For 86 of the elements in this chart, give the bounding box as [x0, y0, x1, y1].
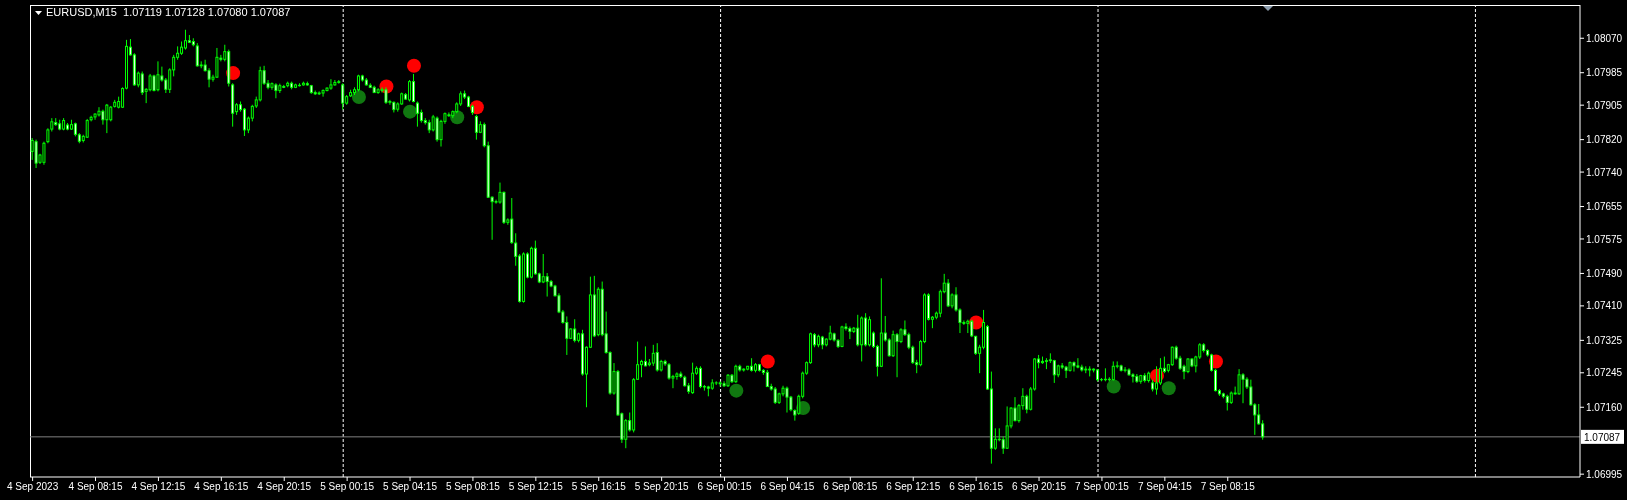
candlestick [946, 278, 950, 308]
candlestick [97, 106, 101, 118]
x-tick-label: 7 Sep 08:15 [1200, 481, 1256, 493]
candlestick [785, 386, 789, 414]
candlestick [274, 82, 278, 99]
y-tick-label: 1.07245 [1586, 367, 1623, 379]
candlestick [848, 326, 852, 340]
candlestick [317, 90, 321, 96]
y-tick-label: 1.07325 [1586, 334, 1623, 346]
candlestick [242, 107, 246, 137]
x-tick-label: 6 Sep 08:15 [823, 481, 878, 493]
candlestick [1111, 360, 1115, 381]
y-tick-label: 1.06995 [1586, 468, 1623, 480]
candlestick [140, 71, 144, 96]
candlestick [156, 60, 160, 92]
x-tick-label: 7 Sep 00:15 [1074, 481, 1130, 493]
point [406, 58, 421, 73]
x-tick-label: 4 Sep 20:15 [257, 481, 312, 493]
candlestick [1005, 405, 1009, 450]
x-tick-label: 6 Sep 16:15 [949, 481, 1004, 493]
candlestick [541, 253, 545, 284]
candlestick [1155, 365, 1159, 396]
x-tick-label: 6 Sep 20:15 [1012, 481, 1067, 493]
candlestick [105, 103, 109, 134]
x-tick-label: 6 Sep 12:15 [886, 481, 941, 493]
x-tick-label: 4 Sep 08:15 [68, 481, 123, 493]
candlestick [412, 73, 415, 103]
x-tick-label: 5 Sep 12:15 [508, 481, 564, 493]
candlestick [183, 29, 187, 51]
y-tick-label: 1.07905 [1586, 99, 1623, 111]
x-tick-label: 5 Sep 00:15 [320, 481, 375, 493]
candlestick [691, 362, 695, 395]
candlestick [895, 332, 899, 378]
x-tick-label: 6 Sep 04:15 [760, 481, 815, 493]
x-tick-label: 4 Sep 2023 [7, 481, 59, 493]
point [403, 104, 418, 119]
point [760, 354, 775, 369]
chart-title: EURUSD,M15 1.07119 1.07128 1.07080 1.07087 [46, 6, 291, 19]
y-tick-label: 1.07985 [1586, 67, 1623, 79]
x-tick-label: 4 Sep 12:15 [131, 481, 186, 493]
y-tick-label: 1.07160 [1586, 401, 1623, 413]
candlestick [1241, 372, 1245, 404]
candlestick [655, 342, 659, 373]
x-tick-label: 6 Sep 00:15 [697, 481, 752, 493]
candlestick [42, 141, 46, 166]
candlestick [856, 314, 860, 347]
candlestick [1064, 365, 1068, 379]
candlestick [329, 78, 333, 91]
candlestick [1170, 345, 1174, 367]
candlestick [643, 345, 647, 367]
y-tick-label: 1.08070 [1586, 32, 1623, 44]
x-tick-label: 7 Sep 04:15 [1137, 481, 1193, 493]
candlestick [545, 272, 549, 298]
candlestick [1072, 360, 1076, 373]
x-tick-label: 5 Sep 08:15 [445, 481, 501, 493]
candlestick [415, 101, 419, 128]
candlestick [1076, 357, 1080, 369]
candlestick [34, 139, 38, 169]
point [1161, 381, 1176, 396]
y-tick-label: 1.07490 [1586, 267, 1623, 279]
candlestick [447, 111, 451, 118]
candlestick [1158, 357, 1162, 386]
y-tick-label: 1.07820 [1586, 134, 1623, 146]
candlestick [734, 364, 738, 384]
y-tick-label: 1.07575 [1586, 233, 1623, 245]
candlestick [474, 114, 478, 141]
point [729, 383, 744, 398]
x-tick-label: 5 Sep 16:15 [571, 481, 627, 493]
x-tick-label: 5 Sep 04:15 [383, 481, 438, 493]
y-tick-label: 1.07410 [1586, 300, 1623, 312]
y-tick-label: 1.07740 [1586, 166, 1623, 178]
y-tick-label: 1.07655 [1586, 201, 1623, 213]
point [351, 90, 366, 105]
ref-line-label: 1.07087 [1584, 431, 1621, 443]
candlestick [1131, 372, 1135, 384]
candlestick [215, 47, 219, 79]
candlestick [321, 88, 325, 98]
x-tick-label: 5 Sep 20:15 [634, 481, 690, 493]
candlestick [573, 318, 577, 343]
candlestick [408, 79, 412, 103]
point [1106, 379, 1121, 394]
candlestick [435, 116, 439, 143]
candlestick [1123, 366, 1127, 373]
candlestick [651, 344, 655, 367]
x-tick-label: 4 Sep 16:15 [194, 481, 249, 493]
candlestick [195, 42, 199, 68]
